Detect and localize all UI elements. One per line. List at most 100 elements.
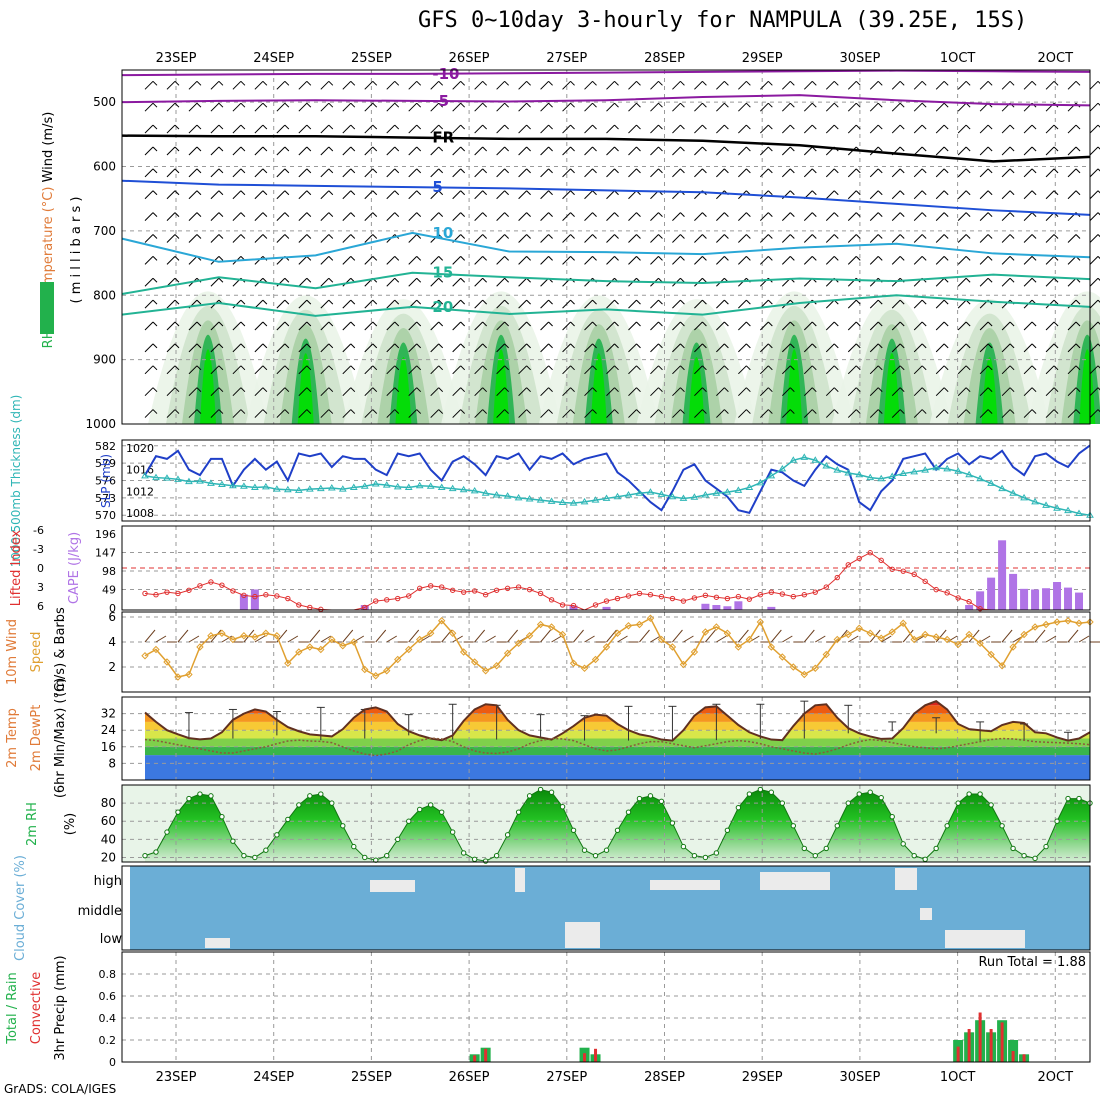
precip-conv-bar (1011, 1051, 1015, 1062)
wind-barb (518, 168, 527, 178)
slp-tick-label: 1020 (126, 442, 154, 455)
wind-barb-flag (636, 365, 641, 371)
wind-barb (474, 343, 484, 353)
thickness-marker (207, 479, 215, 486)
wind-barb (639, 629, 650, 643)
wind-speed-marker (580, 664, 589, 672)
wind-barb-flag (789, 124, 795, 130)
wind-barb-flag (438, 343, 444, 349)
thickness-marker (305, 485, 314, 492)
wind-barb (1045, 365, 1055, 375)
wind-barb (825, 80, 835, 90)
wind-barb-flag (614, 321, 619, 327)
wind-barb (166, 212, 176, 221)
rh-tick-label: 60 (101, 814, 116, 828)
wind-barb-flag (152, 409, 158, 414)
wind-barb-flag (592, 168, 597, 174)
wind-barb (342, 629, 354, 643)
wind-barb (210, 102, 220, 112)
wind-barb-flag (372, 168, 378, 174)
wind-tick-label: 4 (108, 635, 116, 649)
wind-barb (738, 234, 747, 243)
wind-barb (1023, 365, 1033, 375)
rh-marker (702, 854, 709, 861)
temp-tick-label: 32 (101, 707, 116, 721)
wind-barb-flag (262, 321, 268, 327)
wind-barb-flag (196, 190, 202, 196)
wind-barb (210, 80, 220, 90)
thickness-marker (778, 464, 787, 472)
wind-barb-flag (811, 409, 817, 414)
wind-barb-flag (614, 387, 619, 393)
wind-speed-marker (141, 652, 149, 660)
wind-barb (144, 146, 154, 156)
wind-barb (1001, 321, 1011, 331)
thickness-marker (525, 495, 534, 502)
wind-barb-flag (526, 124, 531, 130)
wind-barb (869, 212, 879, 221)
wind-barb (957, 146, 967, 156)
wind-barb-flag (240, 409, 246, 414)
wind-speed-marker (405, 645, 413, 654)
wind-barb-flag (526, 212, 531, 217)
wind-barb (496, 190, 505, 200)
wind-speed-marker (174, 673, 182, 681)
wind-barb (452, 168, 462, 178)
wind-barb-flag (1053, 256, 1059, 261)
wind-barb-flag (504, 168, 509, 174)
axis-title-part: Total / Rain (5, 972, 20, 1045)
wind-barb (540, 80, 549, 90)
wind-barb (1045, 635, 1057, 643)
wind-barb-flag (262, 80, 268, 86)
wind-barb (1001, 343, 1011, 353)
wind-barb (606, 629, 617, 643)
wind-barb-flag (921, 234, 927, 239)
wind-barb (540, 365, 549, 375)
wind-barb (913, 212, 923, 221)
wind-barb (430, 102, 440, 112)
wind-barb-flag (526, 299, 531, 305)
wind-barb-flag (196, 299, 202, 305)
wind-barb (496, 321, 505, 331)
wind-barb-flag (570, 80, 575, 86)
wind-barb (913, 80, 923, 90)
wind-barb-flag (877, 102, 883, 108)
wind-barb-flag (855, 124, 861, 130)
wind-barb (716, 168, 725, 178)
wind-barb (847, 212, 857, 221)
wind-barb-flag (504, 190, 509, 196)
wind-barb-flag (284, 299, 290, 305)
wind-barb (144, 102, 154, 112)
wind-barb (232, 102, 242, 112)
wind-barb-flag (218, 277, 224, 283)
rh-marker (175, 809, 181, 815)
wind-barb-flag (416, 146, 422, 152)
wind-barb-flag (570, 190, 575, 196)
wind-barb (584, 321, 593, 331)
rh-marker (570, 827, 577, 833)
wind-speed-marker (361, 665, 369, 674)
thickness-marker (1053, 504, 1061, 511)
wind-barb-flag (548, 212, 553, 217)
rh-marker (548, 789, 555, 795)
wind-barb (979, 168, 989, 178)
wind-speed-marker (1009, 643, 1017, 651)
wind-speed-marker (943, 635, 951, 644)
wind-barb (342, 102, 352, 112)
wind-barb (474, 190, 484, 200)
wind-barb (957, 343, 967, 353)
wind-barb (298, 343, 308, 353)
li-marker (900, 568, 906, 574)
wind-barb-flag (1097, 365, 1100, 369)
wind-barb-flag (789, 387, 795, 393)
wind-barb-flag (1097, 146, 1100, 150)
wind-barb (781, 321, 791, 331)
wind-speed-marker (207, 632, 215, 640)
wind-barb (628, 299, 637, 309)
wind-barb (166, 321, 176, 331)
wind-barb-flag (965, 212, 971, 217)
rh-plume (493, 349, 510, 424)
wind-barb-flag (965, 277, 971, 283)
rh-marker (724, 827, 731, 833)
wind-barb (298, 212, 308, 221)
